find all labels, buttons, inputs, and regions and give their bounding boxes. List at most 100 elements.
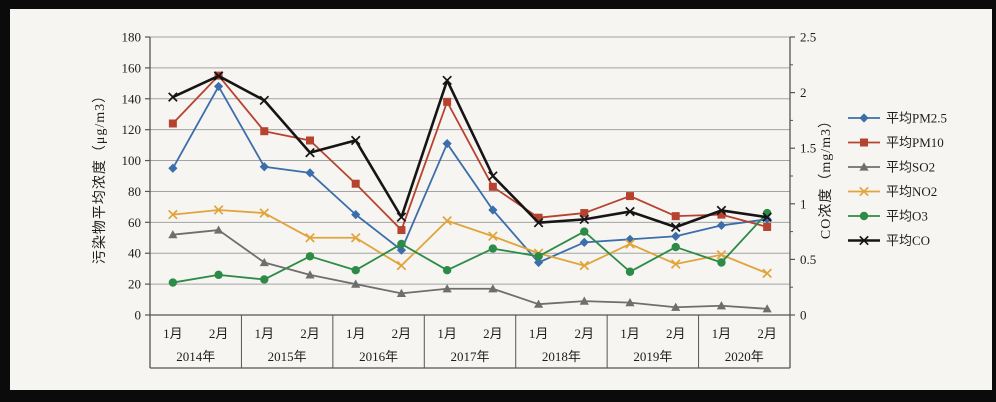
- series-marker-pm10: [260, 127, 269, 136]
- series-marker-co: [259, 95, 270, 106]
- x-month-label: 2月: [209, 326, 229, 341]
- legend-label-co: 平均CO: [886, 233, 930, 248]
- series-marker-pm10: [488, 182, 497, 191]
- legend-marker-so2: [859, 162, 869, 171]
- series-marker-co: [579, 214, 590, 225]
- series-marker-o3: [214, 270, 223, 280]
- series-marker-so2: [533, 299, 544, 308]
- series-marker-pm10: [763, 222, 772, 231]
- legend-marker-co: [859, 235, 869, 246]
- series-marker-pm25: [442, 138, 452, 149]
- series-marker-no2: [625, 239, 635, 249]
- series-marker-pm25: [396, 245, 407, 255]
- series-marker-so2: [762, 304, 772, 313]
- series-marker-o3: [488, 244, 498, 253]
- x-year-label: 2018年: [542, 349, 581, 364]
- series-marker-so2: [671, 302, 681, 311]
- y-left-tick-label: 80: [128, 184, 141, 199]
- series-marker-no2: [488, 231, 498, 242]
- series-marker-pm25: [671, 231, 681, 241]
- series-marker-no2: [442, 215, 452, 226]
- legend-marker-pm25: [859, 113, 869, 123]
- y-right-tick-label: 1.5: [800, 141, 816, 156]
- y-left-tick-label: 140: [122, 91, 142, 106]
- x-month-label: 2月: [392, 326, 412, 341]
- legend-label-pm10: 平均PM10: [886, 135, 944, 150]
- x-month-label: 1月: [255, 326, 275, 341]
- x-month-label: 2月: [575, 326, 595, 341]
- series-marker-co: [488, 171, 498, 181]
- series-marker-so2: [259, 257, 269, 267]
- legend-label-o3: 平均O3: [886, 209, 928, 224]
- series-marker-pm10: [306, 136, 314, 145]
- series-marker-co: [396, 212, 407, 222]
- legend-marker-pm10: [860, 138, 868, 147]
- series-marker-pm10: [443, 97, 452, 106]
- legend-marker-no2: [859, 186, 869, 197]
- series-marker-o3: [534, 252, 543, 261]
- series-marker-no2: [762, 268, 772, 279]
- series-marker-co: [442, 75, 452, 86]
- series-marker-so2: [488, 284, 498, 293]
- y-left-tick-label: 20: [128, 277, 141, 292]
- x-month-label: 2月: [300, 326, 320, 341]
- series-marker-o3: [625, 267, 635, 276]
- series-marker-pm25: [213, 81, 224, 92]
- series-marker-so2: [442, 284, 452, 293]
- y-left-tick-label: 100: [122, 153, 142, 168]
- series-marker-so2: [716, 301, 727, 310]
- series-marker-so2: [396, 288, 407, 297]
- y-right-tick-label: 0.5: [800, 252, 816, 267]
- letterbox-top: [0, 0, 996, 9]
- y-left-tick-label: 120: [122, 122, 142, 137]
- x-year-label: 2020年: [725, 349, 764, 364]
- x-month-label: 1月: [163, 326, 183, 341]
- series-marker-pm25: [579, 237, 589, 248]
- series-marker-no2: [579, 260, 590, 271]
- series-marker-so2: [351, 279, 361, 288]
- series-marker-pm25: [351, 210, 361, 220]
- x-month-label: 2月: [757, 326, 777, 341]
- series-marker-o3: [442, 266, 452, 275]
- series-marker-co: [625, 206, 635, 217]
- x-month-label: 2月: [666, 326, 686, 341]
- series-marker-pm10: [580, 209, 589, 218]
- series-line-o3: [172, 212, 768, 284]
- series-marker-pm25: [168, 163, 178, 173]
- series-marker-co: [762, 212, 772, 222]
- series-marker-o3: [351, 266, 360, 275]
- y-right-tick-label: 1: [800, 196, 807, 211]
- x-month-label: 1月: [437, 326, 457, 341]
- x-month-label: 1月: [712, 326, 732, 341]
- y-right-tick-label: 0: [800, 308, 807, 323]
- series-marker-o3: [305, 252, 315, 261]
- series-marker-pm10: [717, 210, 726, 219]
- y-right-axis-title: CO浓度（mg/m3）: [818, 113, 834, 239]
- x-month-label: 1月: [346, 326, 366, 341]
- series-marker-co: [213, 71, 224, 81]
- x-year-label: 2019年: [633, 349, 672, 364]
- series-marker-no2: [213, 205, 224, 215]
- series-marker-no2: [670, 259, 681, 269]
- series-marker-so2: [305, 270, 315, 279]
- series-marker-pm25: [488, 205, 498, 215]
- series-marker-pm10: [671, 212, 680, 221]
- series-marker-co: [716, 205, 727, 216]
- series-marker-co: [670, 222, 681, 232]
- series-marker-pm10: [351, 179, 360, 188]
- series-marker-pm10: [626, 192, 634, 201]
- series-line-pm10: [172, 74, 768, 231]
- series-marker-pm25: [625, 234, 635, 244]
- series-line-so2: [172, 229, 768, 310]
- series-marker-o3: [671, 242, 680, 252]
- series-marker-no2: [168, 209, 178, 220]
- series-marker-pm25: [716, 220, 727, 231]
- series-line-no2: [172, 209, 768, 275]
- y-right-tick-label: 2.5: [800, 30, 816, 45]
- series-marker-no2: [305, 232, 315, 243]
- y-left-axis-title: 污染物平均浓度（μg/m3）: [92, 88, 108, 264]
- x-month-label: 2月: [483, 326, 503, 341]
- series-marker-pm10: [534, 213, 543, 222]
